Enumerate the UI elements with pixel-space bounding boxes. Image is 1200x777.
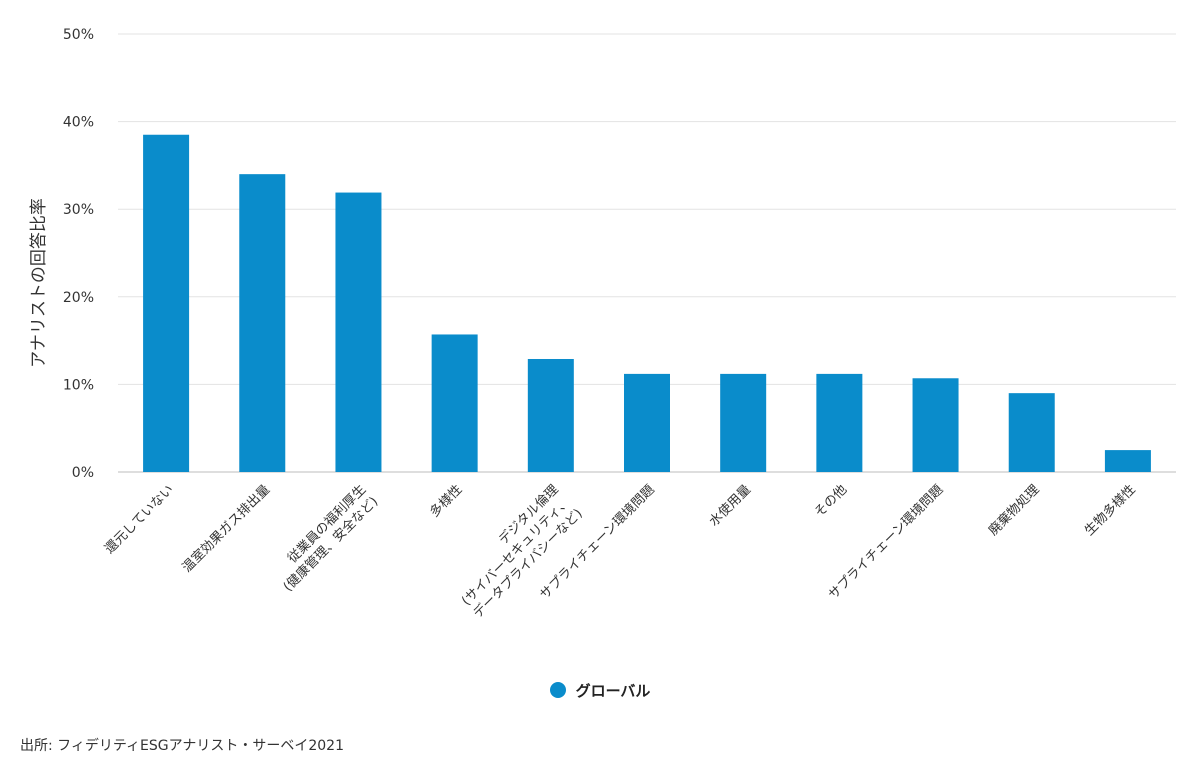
bar (1104, 450, 1151, 472)
x-tick-label: 多様性 (427, 482, 466, 521)
x-tick-label: 還元していない (102, 482, 177, 557)
y-tick-label: 10% (63, 377, 94, 393)
bar (239, 174, 286, 472)
bar-chart: 0% 10% 20% 30% 40% 50% アナリストの回答比率還元していない 温室効果ガス… (29, 27, 1176, 622)
y-tick-label: 50% (63, 27, 94, 43)
legend-swatch (549, 682, 566, 698)
y-tick-label: 20% (63, 290, 94, 306)
y-tick-label: 30% (63, 202, 94, 218)
y-axis-title: アナリストの回答比率 (29, 198, 49, 368)
source-note: 出所: フィデリティESGアナリスト・サーベイ2021 (20, 738, 344, 754)
legend-label: グローバル (575, 681, 651, 700)
legend: グローバル (0, 678, 1200, 702)
x-tick-label: 生物多様性 (1081, 482, 1138, 539)
x-tick-label: サプライチェーン環境問題 (826, 482, 946, 602)
x-tick-label: 従業員の福利厚生(健康管理、安全など) (268, 482, 381, 595)
x-tick-label: 廃棄物処理 (985, 482, 1042, 539)
x-tick-label: 水使用量 (706, 482, 754, 530)
x-tick-label: デジタル倫理(サイバーセキュリティ、データプライバシーなど) (446, 482, 586, 622)
y-tick-label: 0% (72, 465, 94, 481)
bar (1008, 393, 1055, 472)
bar (335, 192, 382, 472)
bar (912, 378, 959, 472)
bar (431, 334, 478, 472)
y-tick-label: 40% (63, 115, 94, 131)
bar (816, 373, 863, 472)
bar (720, 373, 767, 472)
x-tick-label: 温室効果ガス排出量 (179, 482, 273, 576)
bar (143, 134, 190, 473)
x-tick-label: その他 (812, 482, 850, 520)
bar (527, 358, 574, 472)
bar (624, 373, 670, 472)
